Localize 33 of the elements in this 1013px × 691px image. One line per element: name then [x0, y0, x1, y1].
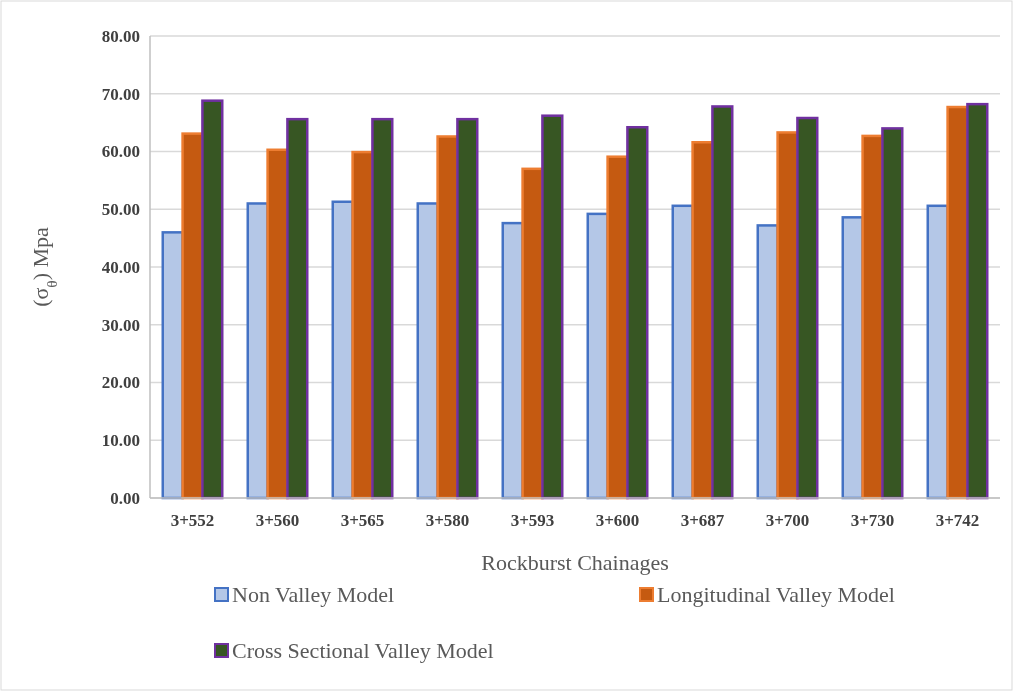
x-tick-label: 3+742: [935, 511, 980, 530]
bar: [541, 114, 564, 500]
x-tick-label: 3+687: [680, 511, 725, 530]
y-tick-label: 0.00: [110, 488, 140, 508]
y-tick-label: 10.00: [101, 431, 140, 451]
x-tick-label: 3+730: [850, 511, 895, 530]
y-tick-label: 80.00: [101, 26, 140, 46]
bar: [711, 105, 734, 500]
y-tick-label: 40.00: [101, 257, 140, 277]
bar: [966, 102, 989, 500]
legend-label: Cross Sectional Valley Model: [232, 638, 494, 663]
bar: [881, 127, 904, 500]
y-tick-label: 30.00: [101, 315, 140, 335]
x-tick-label: 3+560: [255, 511, 300, 530]
x-tick-label: 3+565: [340, 511, 385, 530]
x-tick-label: 3+700: [765, 511, 810, 530]
x-tick-label: 3+600: [595, 511, 640, 530]
y-tick-label: 60.00: [101, 142, 140, 162]
bar: [626, 126, 649, 500]
legend-label: Non Valley Model: [232, 582, 395, 607]
x-tick-label: 3+593: [510, 511, 555, 530]
bar: [286, 117, 309, 500]
legend-label: Longitudinal Valley Model: [657, 582, 895, 607]
bar: [201, 99, 224, 500]
y-tick-label: 70.00: [101, 84, 140, 104]
x-tick-label: 3+552: [170, 511, 215, 530]
y-tick-label: 50.00: [101, 200, 140, 220]
bar: [456, 117, 479, 500]
x-axis-title: Rockburst Chainages: [481, 550, 669, 575]
x-tick-label: 3+580: [425, 511, 470, 530]
bar: [796, 116, 819, 500]
y-tick-label: 20.00: [101, 373, 140, 393]
bar: [371, 117, 394, 500]
